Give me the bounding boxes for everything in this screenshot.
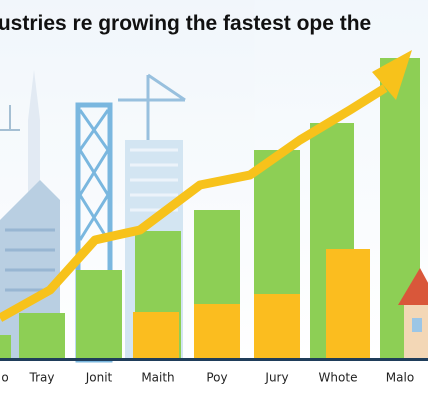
x-tick-label: Tray xyxy=(29,371,55,385)
green-bar xyxy=(76,270,122,358)
x-tick-label: o xyxy=(1,371,8,385)
trend-arrowhead xyxy=(372,50,412,100)
x-tick-label: Maith xyxy=(141,371,174,385)
green-bar xyxy=(19,313,65,358)
green-bar xyxy=(0,335,11,358)
orange-bar xyxy=(194,304,240,358)
orange-bar xyxy=(254,294,300,358)
baseline xyxy=(0,358,428,361)
chart-title: lustries re growing the fastest ope the xyxy=(0,12,371,35)
x-tick-label: Malo xyxy=(386,371,414,385)
x-tick-label: Jonit xyxy=(85,371,113,385)
x-tick-label: Poy xyxy=(206,371,227,385)
trend-arrow xyxy=(0,84,388,322)
house xyxy=(398,268,428,358)
orange-bar xyxy=(133,312,179,358)
orange-bar xyxy=(326,249,370,358)
x-tick-label: Whote xyxy=(319,371,358,385)
x-tick-label: Jury xyxy=(264,371,288,385)
